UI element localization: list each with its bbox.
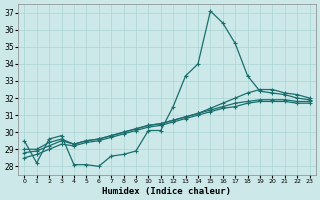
X-axis label: Humidex (Indice chaleur): Humidex (Indice chaleur)	[102, 187, 231, 196]
